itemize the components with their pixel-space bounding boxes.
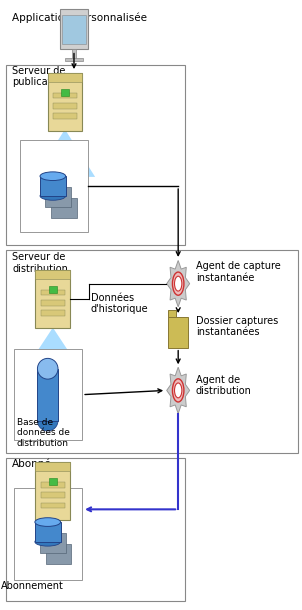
Text: Agent de
distribution: Agent de distribution (196, 375, 252, 397)
Bar (48, 73, 82, 131)
Ellipse shape (35, 537, 60, 546)
Text: Serveur de
distribution: Serveur de distribution (12, 252, 68, 273)
Bar (65, 57, 83, 62)
Bar (41, 503, 65, 509)
Text: Base de
données de
distribution: Base de données de distribution (17, 418, 69, 448)
Bar (53, 103, 77, 109)
Bar (41, 310, 65, 316)
Bar (60, 9, 88, 49)
Bar (35, 522, 60, 542)
Bar (72, 49, 76, 60)
Text: Application personnalisée: Application personnalisée (12, 13, 147, 23)
Text: Données
d'historique: Données d'historique (91, 293, 148, 314)
Bar (49, 285, 57, 293)
Bar (41, 482, 65, 487)
Circle shape (175, 383, 182, 398)
Bar (36, 462, 70, 520)
Polygon shape (23, 328, 83, 373)
Bar (53, 93, 77, 98)
Circle shape (175, 276, 182, 291)
Bar (36, 270, 70, 328)
Bar (14, 349, 82, 440)
Bar (62, 15, 86, 44)
Bar (40, 176, 66, 196)
Bar (46, 544, 72, 564)
Bar (61, 88, 69, 96)
Ellipse shape (37, 410, 58, 431)
Bar (36, 462, 70, 471)
Bar (49, 478, 57, 486)
Bar (37, 368, 58, 421)
Bar (169, 317, 188, 348)
Bar (20, 140, 88, 232)
Ellipse shape (35, 518, 60, 526)
Bar (48, 73, 82, 82)
Bar (40, 533, 66, 553)
Ellipse shape (40, 192, 66, 200)
Text: Serveur de
publication: Serveur de publication (12, 66, 66, 87)
Text: Abonné: Abonné (12, 459, 52, 468)
Text: Dossier captures
instantanées: Dossier captures instantanées (196, 315, 278, 337)
Bar (36, 270, 70, 279)
Circle shape (172, 272, 184, 295)
Polygon shape (35, 129, 95, 177)
Bar (45, 187, 71, 207)
Bar (41, 290, 65, 295)
Polygon shape (167, 367, 190, 414)
Bar (53, 113, 77, 120)
Bar (169, 310, 176, 317)
Bar (6, 65, 185, 245)
Bar (6, 250, 298, 453)
Ellipse shape (40, 172, 66, 181)
Text: Agent de capture
instantanée: Agent de capture instantanée (196, 261, 281, 283)
Bar (41, 492, 65, 498)
Ellipse shape (37, 359, 58, 379)
Polygon shape (167, 260, 190, 307)
Bar (51, 198, 77, 218)
Bar (14, 488, 82, 580)
Circle shape (172, 379, 184, 402)
Polygon shape (23, 520, 83, 565)
Text: Abonnement: Abonnement (1, 581, 64, 591)
Bar (6, 458, 185, 601)
Bar (41, 300, 65, 306)
